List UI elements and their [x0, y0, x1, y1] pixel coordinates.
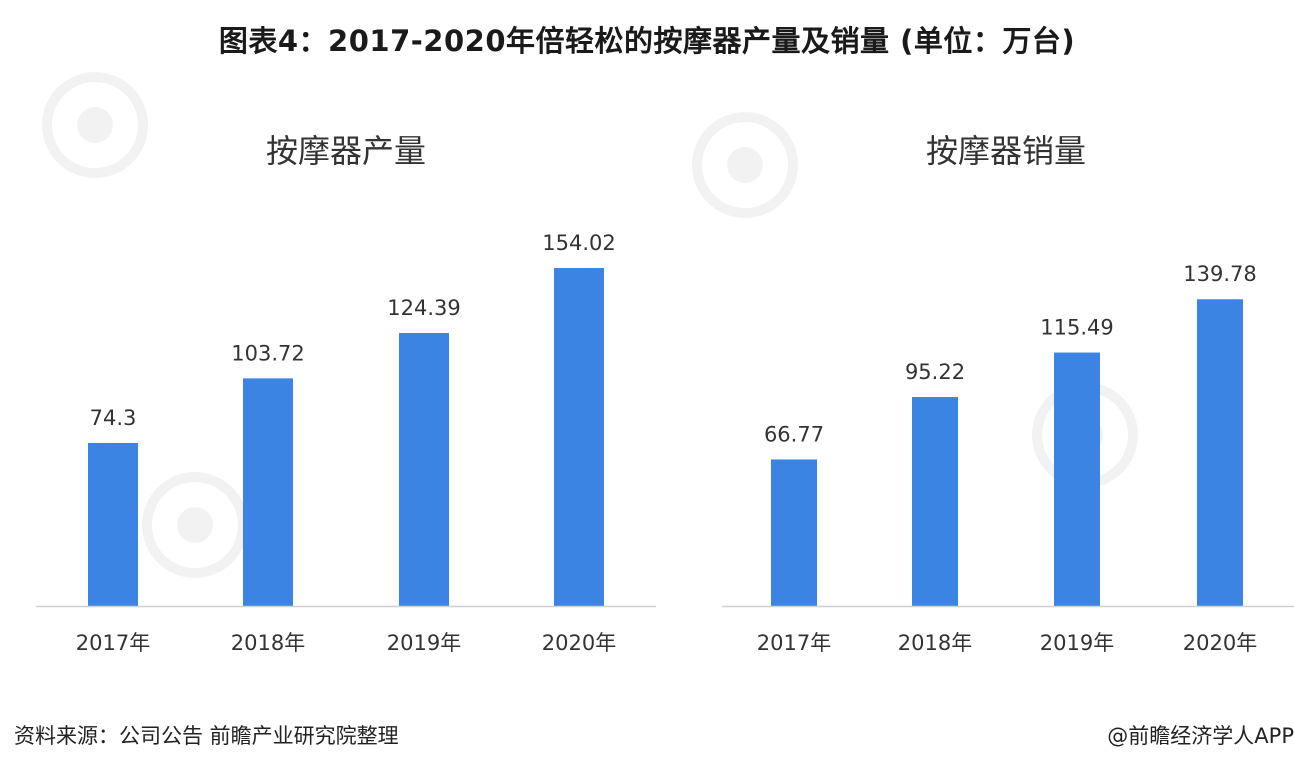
bar-2020年	[554, 268, 604, 606]
category-label: 2020年	[542, 631, 616, 655]
category-label: 2020年	[1183, 631, 1257, 655]
data-label: 103.72	[231, 341, 304, 365]
chart-title: 按摩器产量	[266, 132, 426, 170]
category-label: 2019年	[387, 631, 461, 655]
data-label: 139.78	[1183, 262, 1256, 286]
category-label: 2018年	[231, 631, 305, 655]
category-label: 2017年	[76, 631, 150, 655]
footer-credit: @前瞻经济学人APP	[1107, 724, 1294, 748]
data-label: 74.3	[90, 406, 137, 430]
bar-2017年	[771, 459, 817, 606]
data-label: 154.02	[542, 231, 615, 255]
data-label: 66.77	[764, 422, 824, 446]
data-label: 95.22	[905, 360, 965, 384]
chart-title: 按摩器销量	[926, 132, 1086, 170]
footer-source: 资料来源：公司公告 前瞻产业研究院整理	[14, 724, 399, 748]
data-label: 115.49	[1040, 316, 1113, 340]
bar-2019年	[399, 333, 449, 606]
data-label: 124.39	[387, 296, 460, 320]
bar-2017年	[88, 442, 138, 606]
sales-chart-svg: 按摩器销量 66.77 2017年 95.22 2018年 115.49 2019年 139.…	[722, 132, 1294, 655]
category-label: 2018年	[898, 631, 972, 655]
bar-2018年	[912, 397, 958, 606]
production-chart: 按摩器产量 74.3 2017年 103.72 2018年 124.39 2019年 154.…	[0, 120, 660, 680]
bar-2019年	[1054, 352, 1100, 606]
page-title: 图表4：2017-2020年倍轻松的按摩器产量及销量 (单位：万台)	[218, 24, 1076, 58]
category-label: 2019年	[1040, 631, 1114, 655]
bar-2020年	[1197, 299, 1243, 606]
category-label: 2017年	[757, 631, 831, 655]
production-chart-svg: 按摩器产量 74.3 2017年 103.72 2018年 124.39 2019年 154.…	[36, 132, 656, 655]
bar-2018年	[243, 378, 293, 606]
sales-chart: 按摩器销量 66.77 2017年 95.22 2018年 115.49 2019年 139.…	[660, 120, 1294, 680]
